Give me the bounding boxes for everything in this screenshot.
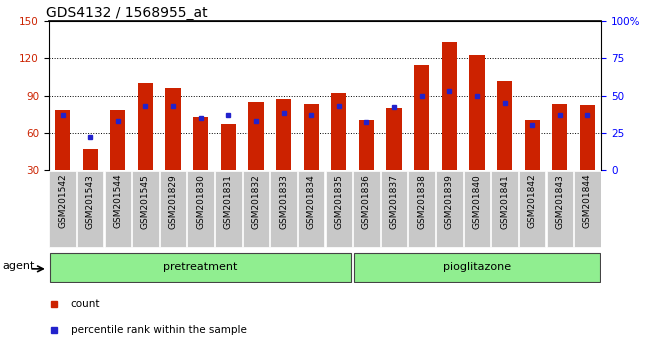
FancyBboxPatch shape [187,171,214,247]
FancyBboxPatch shape [49,171,76,247]
FancyBboxPatch shape [381,171,408,247]
Bar [442,42,457,170]
Text: GSM201831: GSM201831 [224,174,233,229]
Text: GSM201542: GSM201542 [58,174,67,228]
Bar [221,124,236,170]
FancyBboxPatch shape [463,171,490,247]
Bar [525,120,540,170]
Bar [166,88,181,170]
Bar [552,104,567,170]
Text: GSM201841: GSM201841 [500,174,509,229]
Bar [248,102,263,170]
Bar [359,120,374,170]
Text: GDS4132 / 1568955_at: GDS4132 / 1568955_at [46,6,207,20]
Bar [193,117,208,170]
FancyBboxPatch shape [50,253,351,282]
Bar [304,104,318,170]
Text: GSM201834: GSM201834 [307,174,316,229]
Text: GSM201839: GSM201839 [445,174,454,229]
FancyBboxPatch shape [574,171,601,247]
FancyBboxPatch shape [270,171,297,247]
Text: GSM201835: GSM201835 [334,174,343,229]
Text: percentile rank within the sample: percentile rank within the sample [71,325,247,336]
FancyBboxPatch shape [105,171,131,247]
Bar [414,65,429,170]
Text: GSM201832: GSM201832 [252,174,261,229]
Text: GSM201842: GSM201842 [528,174,537,228]
Bar [138,83,153,170]
Bar [276,99,291,170]
FancyBboxPatch shape [408,171,435,247]
Text: GSM201836: GSM201836 [362,174,371,229]
Bar [83,149,98,170]
FancyBboxPatch shape [132,171,159,247]
Text: GSM201833: GSM201833 [279,174,288,229]
Text: GSM201840: GSM201840 [473,174,482,229]
FancyBboxPatch shape [242,171,269,247]
Text: agent: agent [3,261,35,271]
Text: count: count [71,298,100,309]
Bar [111,110,125,170]
FancyBboxPatch shape [160,171,187,247]
FancyBboxPatch shape [298,171,324,247]
FancyBboxPatch shape [436,171,463,247]
Text: pioglitazone: pioglitazone [443,262,511,272]
Text: GSM201830: GSM201830 [196,174,205,229]
FancyBboxPatch shape [547,171,573,247]
Bar [332,93,346,170]
Text: GSM201543: GSM201543 [86,174,95,229]
FancyBboxPatch shape [77,171,103,247]
FancyBboxPatch shape [519,171,545,247]
FancyBboxPatch shape [491,171,518,247]
FancyBboxPatch shape [353,171,380,247]
Bar [580,105,595,170]
Text: GSM201837: GSM201837 [389,174,398,229]
Bar [497,81,512,170]
Text: GSM201844: GSM201844 [583,174,592,228]
Text: GSM201843: GSM201843 [555,174,564,229]
Text: GSM201838: GSM201838 [417,174,426,229]
FancyBboxPatch shape [326,171,352,247]
Text: GSM201544: GSM201544 [113,174,122,228]
FancyBboxPatch shape [215,171,242,247]
Bar [55,110,70,170]
Bar [387,108,402,170]
Text: GSM201829: GSM201829 [168,174,177,229]
Text: pretreatment: pretreatment [164,262,238,272]
Text: GSM201545: GSM201545 [141,174,150,229]
FancyBboxPatch shape [354,253,600,282]
Bar [469,55,484,170]
